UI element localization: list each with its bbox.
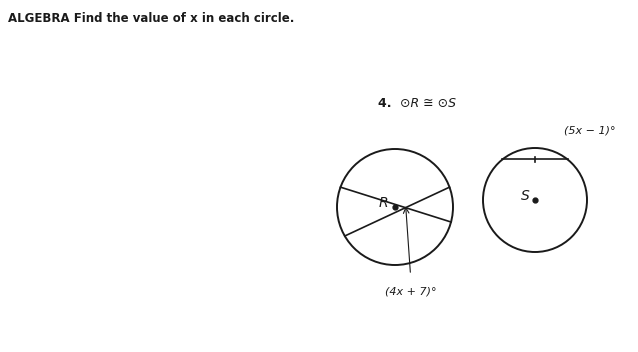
- Text: (4x + 7)°: (4x + 7)°: [385, 287, 436, 297]
- Text: ⊙R ≅ ⊙S: ⊙R ≅ ⊙S: [399, 98, 456, 111]
- Text: (5x − 1)°: (5x − 1)°: [563, 126, 615, 136]
- Text: 4.: 4.: [378, 98, 396, 111]
- Text: ALGEBRA Find the value of x in each circle.: ALGEBRA Find the value of x in each circ…: [8, 12, 294, 25]
- Text: S: S: [521, 189, 530, 203]
- Text: R: R: [378, 196, 388, 210]
